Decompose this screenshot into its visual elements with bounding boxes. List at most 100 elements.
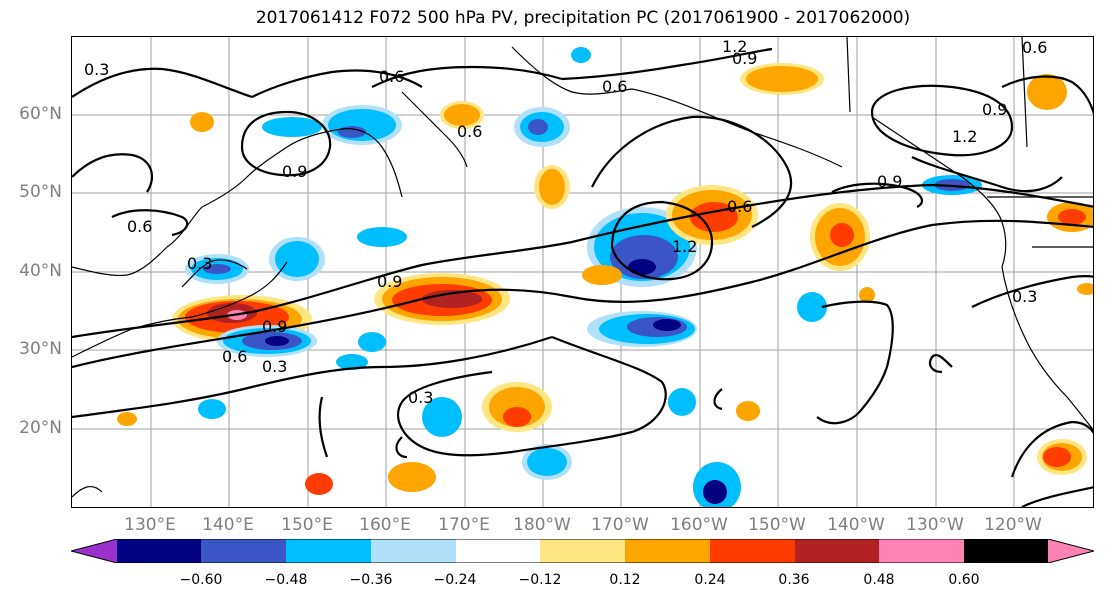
lon-label: 170°E <box>438 515 490 535</box>
colorbar-tick-label: −0.60 <box>179 572 223 588</box>
contour-label: 1.2 <box>672 237 697 256</box>
precip-blob <box>328 109 396 141</box>
contour-label: 1.2 <box>952 127 977 146</box>
contour-label: 0.3 <box>262 357 287 376</box>
precip-blob <box>422 290 482 308</box>
precip-blob <box>859 287 875 303</box>
precip-blob <box>628 259 656 275</box>
contour-label: 0.6 <box>457 122 482 141</box>
precip-blob <box>703 480 727 504</box>
colorbar-segment <box>540 539 625 563</box>
colorbar-extend-low <box>71 539 117 563</box>
colorbar-segment <box>117 539 201 563</box>
colorbar-tick-label: −0.48 <box>264 572 308 588</box>
precip-blob <box>388 462 436 492</box>
map-plot-area: 0.3 0.3 0.3 0.3 0.3 0.6 0.6 0.6 0.6 0.6 … <box>71 36 1094 508</box>
contour-label: 0.6 <box>1022 38 1047 57</box>
contour-label: 0.6 <box>602 77 627 96</box>
colorbar-segment <box>201 539 286 563</box>
precip-blob <box>830 223 854 247</box>
contour-label: 0.6 <box>127 217 152 236</box>
colorbar-segment <box>286 539 371 563</box>
contour-label: 0.6 <box>222 347 247 366</box>
contour-label: 0.9 <box>877 172 902 191</box>
precip-blob <box>117 412 137 426</box>
lon-label: 160°W <box>670 515 728 535</box>
colorbar-tick-label: −0.36 <box>349 572 393 588</box>
colorbar-tick-label: 0.12 <box>609 572 641 588</box>
colorbar-segment <box>879 539 964 563</box>
contour-label: 1.2 <box>722 37 747 56</box>
precip-blob <box>358 332 386 352</box>
contour-label-group: 0.3 0.3 0.3 0.3 0.3 0.6 0.6 0.6 0.6 0.6 … <box>84 37 1047 407</box>
precip-blob <box>528 119 548 135</box>
lat-label: 40°N <box>19 261 62 281</box>
precip-blob <box>422 397 462 437</box>
colorbar-segment <box>456 539 540 563</box>
colorbar-segment <box>795 539 879 563</box>
lon-label: 130°W <box>906 515 964 535</box>
contour-label: 0.6 <box>379 67 404 86</box>
lon-label: 130°E <box>124 515 176 535</box>
precip-blob <box>1077 283 1093 295</box>
colorbar-segment <box>371 539 456 563</box>
precip-blob <box>444 104 480 126</box>
contour-label: 0.9 <box>282 162 307 181</box>
colorbar-extend-high <box>1048 539 1094 563</box>
lon-label: 120°W <box>984 515 1042 535</box>
precip-blob <box>539 169 565 205</box>
contour-label: 0.9 <box>982 100 1007 119</box>
contour-label: 0.9 <box>377 272 402 291</box>
precip-blob <box>265 336 289 346</box>
pv-contours <box>72 47 1093 507</box>
colorbar-tick-label: −0.12 <box>518 572 562 588</box>
colorbar <box>71 539 1094 563</box>
precip-blob <box>668 388 696 416</box>
map-svg: 0.3 0.3 0.3 0.3 0.3 0.6 0.6 0.6 0.6 0.6 … <box>72 37 1093 507</box>
precip-blob <box>305 473 333 495</box>
contour-label: 0.3 <box>84 60 109 79</box>
contour-label: 0.6 <box>727 197 752 216</box>
lat-label: 50°N <box>19 182 62 202</box>
precip-shading <box>117 47 1093 507</box>
precip-blob <box>736 401 760 421</box>
lon-label: 150°E <box>281 515 333 535</box>
colorbar-tick-label: 0.24 <box>694 572 726 588</box>
precip-blob <box>275 241 319 277</box>
colorbar-tick-label: 0.36 <box>778 572 810 588</box>
lat-label: 20°N <box>19 418 62 438</box>
colorbar-tick-label: −0.24 <box>433 572 477 588</box>
colorbar-tick-label: 0.60 <box>948 572 980 588</box>
contour-label: 0.9 <box>732 49 757 68</box>
precip-blob <box>338 126 366 138</box>
lon-label: 140°E <box>202 515 254 535</box>
precip-blob <box>336 354 368 370</box>
precip-blob <box>203 264 231 274</box>
precip-blob <box>653 319 681 331</box>
precip-blob <box>1043 447 1071 467</box>
contour-label: 0.3 <box>408 388 433 407</box>
lat-label: 60°N <box>19 104 62 124</box>
lon-label: 140°W <box>827 515 885 535</box>
colorbar-segment <box>625 539 710 563</box>
precip-blob <box>503 407 531 427</box>
lat-label: 30°N <box>19 339 62 359</box>
precip-blob <box>190 112 214 132</box>
precip-blob <box>1058 209 1086 225</box>
precip-blob <box>582 265 622 285</box>
colorbar-segment <box>964 539 1048 563</box>
precip-blob <box>198 399 226 419</box>
precip-blob <box>262 117 322 137</box>
contour-label: 0.9 <box>262 317 287 336</box>
precip-blob <box>746 66 818 92</box>
colorbar-tick-label: 0.48 <box>863 572 895 588</box>
precip-blob <box>527 448 567 476</box>
lon-label: 170°W <box>591 515 649 535</box>
contour-label: 0.3 <box>1012 287 1037 306</box>
precip-blob <box>797 292 827 322</box>
lon-label: 160°E <box>359 515 411 535</box>
lon-label: 150°W <box>748 515 806 535</box>
colorbar-segment <box>710 539 795 563</box>
precip-blob <box>357 227 407 247</box>
precip-blob <box>1027 74 1067 110</box>
